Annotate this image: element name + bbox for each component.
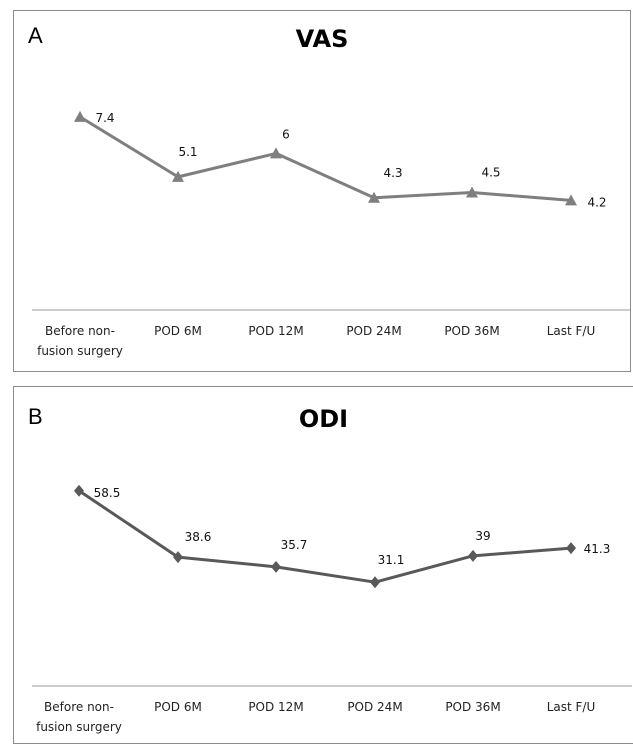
panel-letter: A [28, 23, 43, 48]
x-tick-label: POD 12M [248, 324, 303, 338]
x-tick-label: POD 24M [346, 324, 401, 338]
chart-panel-b: B ODI Before non-fusion surgery POD 6M POD… [13, 386, 633, 744]
x-tick-label: Last F/U [547, 700, 596, 714]
series-line [78, 489, 572, 584]
data-point-marker [270, 147, 282, 159]
chart-title: VAS [295, 25, 349, 53]
data-label: 38.6 [185, 530, 212, 544]
series-line [79, 115, 572, 202]
data-point-marker [468, 549, 478, 562]
x-tick-label: fusion surgery [37, 344, 123, 358]
data-label: 58.5 [94, 486, 121, 500]
data-label: 4.2 [587, 195, 606, 209]
chart-title: ODI [298, 405, 349, 433]
data-label: 31.1 [378, 553, 405, 567]
data-label: 7.4 [95, 111, 114, 125]
data-point-marker [172, 170, 184, 182]
data-point-marker [565, 194, 577, 206]
x-tick-label: Last F/U [547, 324, 596, 338]
x-tick-label: Before non- [44, 700, 114, 714]
data-label: 41.3 [584, 542, 611, 556]
data-label: 5.1 [178, 145, 197, 159]
x-tick-label: POD 12M [248, 700, 303, 714]
data-point-marker [466, 186, 478, 198]
data-label: 4.3 [383, 166, 402, 180]
data-label: 35.7 [281, 538, 308, 552]
x-tick-label: fusion surgery [36, 720, 122, 734]
odi-line-chart: Before non-fusion surgery POD 6M POD 12M PO… [32, 484, 632, 734]
data-label: 39 [475, 529, 490, 543]
data-point-marker [173, 551, 183, 564]
data-point-marker [370, 576, 380, 589]
data-point-marker [74, 484, 84, 497]
x-tick-label: POD 24M [347, 700, 402, 714]
data-point-marker [271, 560, 281, 573]
panel-letter: B [28, 404, 43, 429]
x-tick-label: Before non- [45, 324, 115, 338]
x-tick-label: POD 6M [154, 700, 202, 714]
data-label: 6 [282, 127, 290, 141]
data-point-marker [368, 191, 380, 203]
vas-line-chart: Before non-fusion surgery POD 6M POD 12M PO… [32, 110, 630, 358]
data-point-marker [74, 110, 86, 122]
chart-panel-a: A VAS Before non-fusion surgery POD 6M POD… [13, 10, 631, 372]
x-tick-label: POD 6M [154, 324, 202, 338]
x-tick-label: POD 36M [445, 700, 500, 714]
data-label: 4.5 [481, 166, 500, 180]
data-point-marker [566, 542, 576, 555]
x-tick-label: POD 36M [444, 324, 499, 338]
